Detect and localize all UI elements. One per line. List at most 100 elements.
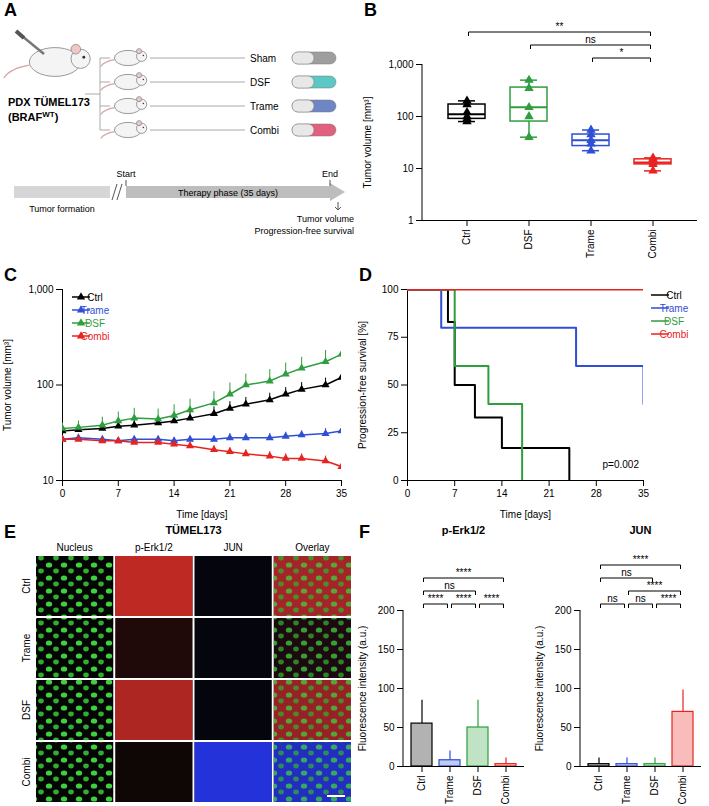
svg-text:Combi: Combi — [21, 758, 32, 787]
svg-text:Tumor volume: Tumor volume — [297, 214, 354, 224]
svg-text:Combi: Combi — [250, 125, 279, 136]
svg-text:ns: ns — [444, 580, 455, 591]
svg-text:Trame: Trame — [585, 229, 596, 258]
svg-text:Ctrl: Ctrl — [416, 776, 427, 792]
svg-text:75: 75 — [387, 331, 399, 342]
svg-text:Trame: Trame — [250, 101, 279, 112]
svg-text:Therapy phase (35 days): Therapy phase (35 days) — [178, 188, 278, 198]
svg-text:Start: Start — [116, 169, 136, 179]
svg-text:Fluorescence intensity (a.u.): Fluorescence intensity (a.u.) — [357, 626, 368, 752]
svg-text:ns: ns — [585, 34, 596, 45]
svg-text:****: **** — [661, 593, 677, 604]
svg-text:DSF: DSF — [523, 230, 534, 250]
html-text:B: B — [364, 0, 377, 20]
svg-text:Trame: Trame — [660, 303, 689, 314]
svg-text:200: 200 — [555, 605, 572, 616]
svg-text:1,000: 1,000 — [28, 284, 53, 295]
svg-text:DSF: DSF — [85, 318, 105, 329]
svg-text:1,000: 1,000 — [388, 59, 413, 70]
svg-text:0: 0 — [393, 475, 399, 486]
svg-text:0: 0 — [60, 488, 66, 499]
svg-text:0: 0 — [389, 761, 395, 772]
svg-text:0: 0 — [405, 488, 411, 499]
svg-text:50: 50 — [383, 722, 395, 733]
svg-text:****: **** — [428, 593, 444, 604]
svg-text:Tumor volume [mm³]: Tumor volume [mm³] — [2, 339, 13, 431]
svg-text:35: 35 — [638, 488, 650, 499]
svg-text:p-Erk1/2: p-Erk1/2 — [135, 542, 173, 553]
svg-text:0: 0 — [566, 761, 572, 772]
svg-text:****: **** — [647, 580, 663, 591]
svg-text:JUN: JUN — [223, 542, 242, 553]
html-text:A: A — [4, 0, 17, 20]
svg-text:DSF: DSF — [472, 776, 483, 796]
svg-text:21: 21 — [224, 488, 236, 499]
svg-text:****: **** — [456, 567, 472, 578]
svg-text:35: 35 — [336, 488, 348, 499]
svg-text:14: 14 — [169, 488, 181, 499]
svg-text:DSF: DSF — [664, 316, 684, 327]
svg-text:Ctrl: Ctrl — [87, 292, 103, 303]
svg-text:Time [days]: Time [days] — [500, 509, 552, 520]
svg-text:DSF: DSF — [21, 700, 32, 720]
svg-text:28: 28 — [280, 488, 292, 499]
svg-text:Trame: Trame — [444, 775, 455, 804]
svg-text:25: 25 — [387, 427, 399, 438]
svg-text:*: * — [620, 47, 624, 58]
svg-text:10: 10 — [42, 475, 54, 486]
svg-text:****: **** — [633, 554, 649, 565]
svg-text:150: 150 — [555, 644, 572, 655]
svg-text:PDX TÜMEL173: PDX TÜMEL173 — [8, 96, 90, 108]
svg-text:100: 100 — [397, 111, 414, 122]
svg-text:Nucleus: Nucleus — [57, 542, 93, 553]
svg-text:Combi: Combi — [677, 776, 688, 805]
svg-text:Tumor volume [mm³]: Tumor volume [mm³] — [362, 96, 373, 188]
svg-text:****: **** — [484, 593, 500, 604]
svg-text:Trame: Trame — [621, 775, 632, 804]
svg-text:21: 21 — [544, 488, 556, 499]
svg-text:28: 28 — [591, 488, 603, 499]
svg-text:Progression-free survival [%]: Progression-free survival [%] — [357, 321, 368, 449]
svg-text:Combi: Combi — [660, 329, 689, 340]
svg-text:ns: ns — [607, 593, 618, 604]
svg-text:1: 1 — [408, 215, 414, 226]
svg-text:14: 14 — [496, 488, 508, 499]
svg-text:7: 7 — [452, 488, 458, 499]
svg-text:ns: ns — [621, 567, 632, 578]
svg-text:50: 50 — [387, 379, 399, 390]
svg-text:Tumor formation: Tumor formation — [29, 204, 95, 214]
svg-text:Ctrl: Ctrl — [461, 230, 472, 246]
svg-text:100: 100 — [37, 379, 54, 390]
svg-text:Ctrl: Ctrl — [666, 290, 682, 301]
svg-text:Combi: Combi — [647, 230, 658, 259]
svg-text:Trame: Trame — [81, 305, 110, 316]
svg-text:DSF: DSF — [250, 77, 270, 88]
svg-text:150: 150 — [378, 644, 395, 655]
svg-text:Sham: Sham — [250, 53, 276, 64]
svg-text:Progression-free survival: Progression-free survival — [254, 226, 354, 236]
svg-text:Trame: Trame — [21, 633, 32, 662]
svg-text:Time [days]: Time [days] — [176, 509, 228, 520]
svg-text:7: 7 — [116, 488, 122, 499]
svg-text:DSF: DSF — [649, 776, 660, 796]
svg-text:****: **** — [456, 593, 472, 604]
svg-text:**: ** — [556, 21, 564, 32]
svg-text:100: 100 — [378, 683, 395, 694]
svg-text:100: 100 — [555, 683, 572, 694]
svg-text:p=0.002: p=0.002 — [603, 459, 640, 470]
svg-text:50: 50 — [560, 722, 572, 733]
svg-text:End: End — [322, 169, 338, 179]
svg-text:100: 100 — [382, 284, 399, 295]
svg-text:Ctrl: Ctrl — [593, 776, 604, 792]
svg-text:Combi: Combi — [500, 776, 511, 805]
html-text:C: C — [4, 265, 17, 285]
svg-text:TÜMEL173: TÜMEL173 — [165, 524, 221, 536]
svg-text:200: 200 — [378, 605, 395, 616]
svg-text:Overlay: Overlay — [295, 542, 329, 553]
svg-text:ns: ns — [635, 593, 646, 604]
svg-text:10: 10 — [402, 163, 414, 174]
svg-text:Ctrl: Ctrl — [21, 578, 32, 594]
svg-text:Fluorescence intensity (a.u.): Fluorescence intensity (a.u.) — [534, 626, 545, 752]
svg-text:(BRAFWT): (BRAFWT) — [8, 110, 59, 123]
svg-text:Combi: Combi — [81, 331, 110, 342]
